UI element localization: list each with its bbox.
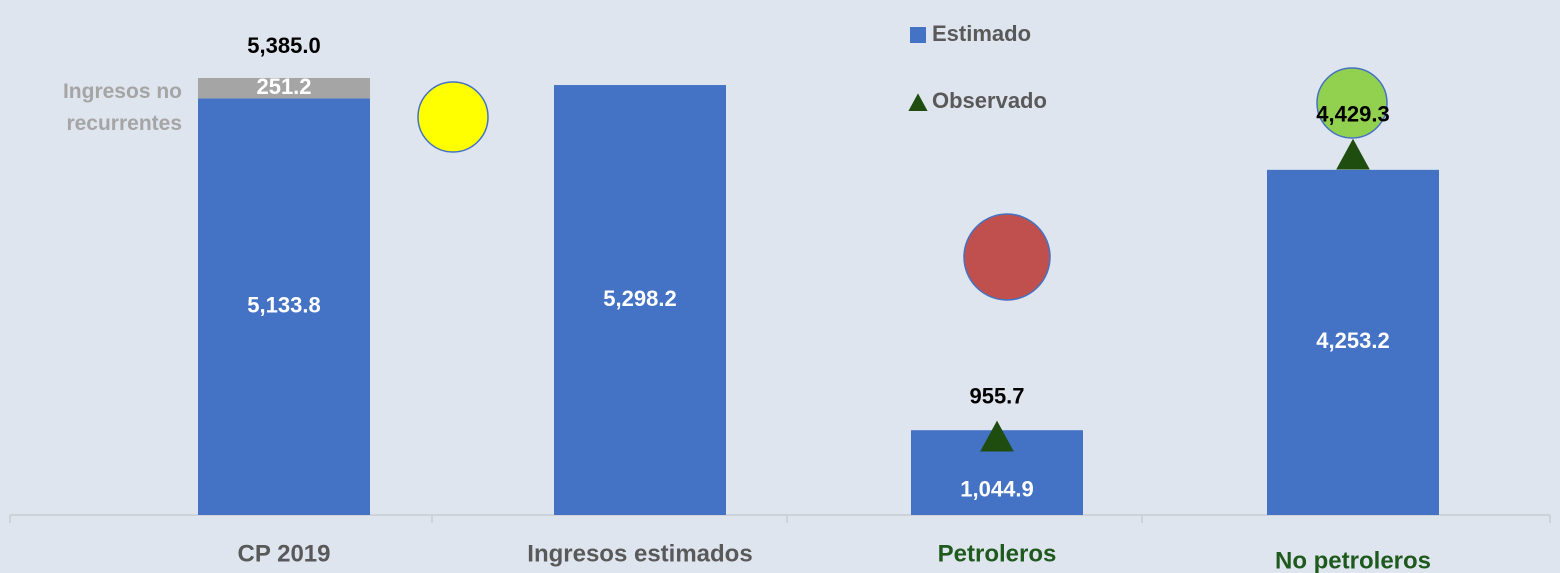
bar-value-label: 4,253.2 <box>1316 328 1389 353</box>
observed-label: 4,429.3 <box>1316 101 1389 126</box>
x-tick-label: Ingresos estimados <box>527 540 752 567</box>
bar-value-label: 251.2 <box>256 74 311 99</box>
indicator-yellow <box>417 81 489 153</box>
bar-value-label: 5,298.2 <box>603 286 676 311</box>
bar <box>1267 169 1439 515</box>
bar <box>198 98 370 515</box>
bar <box>554 85 726 515</box>
observed-marker <box>980 420 1014 452</box>
bar-value-label: 5,133.8 <box>247 293 320 318</box>
observed-label: 955.7 <box>969 383 1024 408</box>
legend-swatch <box>910 27 926 43</box>
bar <box>198 78 370 99</box>
legend-label: Estimado <box>932 21 1031 46</box>
x-tick-label: No petroleros <box>1275 547 1431 573</box>
indicator-red <box>963 213 1051 301</box>
x-tick-label: CP 2019 <box>238 540 331 567</box>
total-label: 5,385.0 <box>247 33 320 58</box>
x-tick-label: Petroleros <box>938 540 1057 567</box>
bar-value-label: 1,044.9 <box>960 476 1033 501</box>
observed-marker <box>1336 138 1370 170</box>
side-label: Ingresos no recurrentes <box>62 80 182 135</box>
legend-label: Observado <box>932 88 1047 113</box>
legend-marker <box>908 93 928 111</box>
axis <box>9 514 1551 523</box>
indicator-green <box>1316 67 1388 139</box>
